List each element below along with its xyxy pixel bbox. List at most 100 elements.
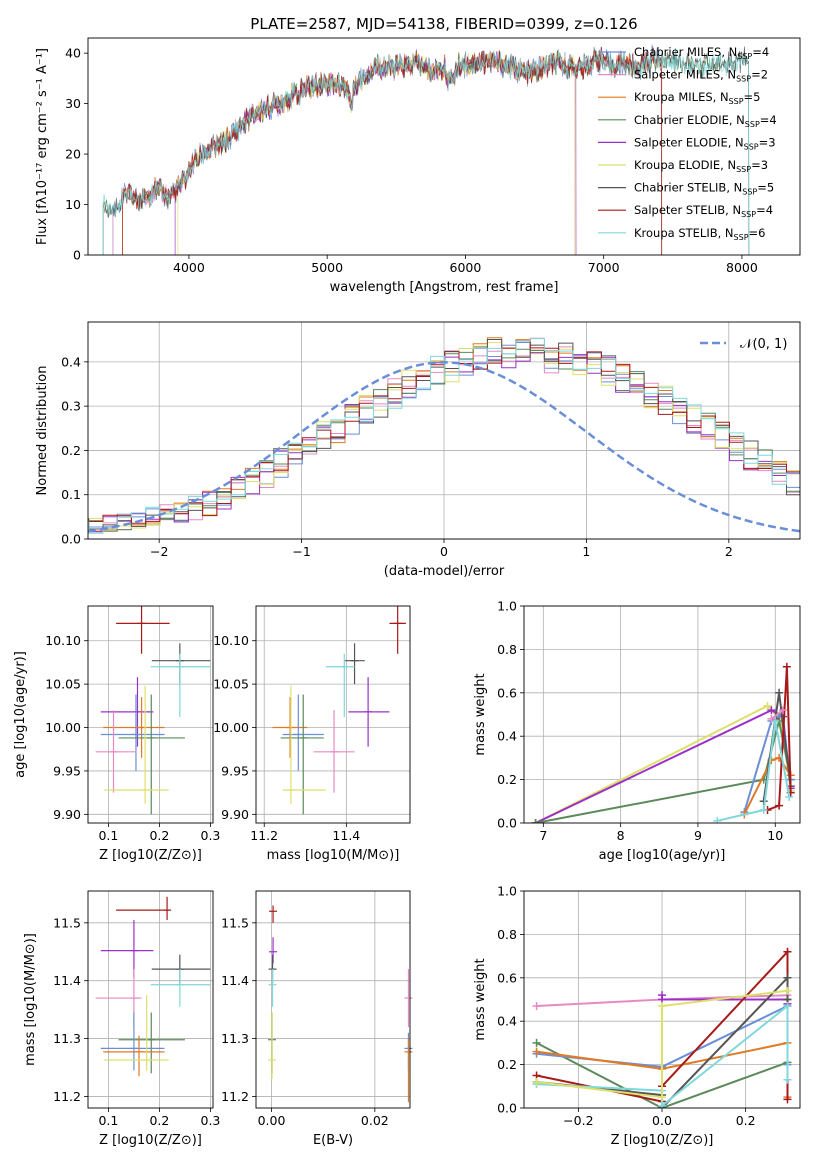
weight-point-marker [531,819,540,823]
histogram-step [88,339,800,530]
x-tick-label: 1 [582,544,590,559]
weight-point-marker [532,1047,541,1056]
x-tick-label: 0.02 [361,1113,389,1128]
y-tick-label: 11.4 [221,973,249,988]
y-tick-label: 0.4 [497,1014,517,1029]
spectrum-series-line [177,50,575,255]
residual-histograms [88,337,800,534]
y-tick-label: 11.5 [53,915,81,930]
y-tick-label: 0.8 [497,642,517,657]
weight-point-marker [532,1038,541,1047]
x-tick-label: −2 [150,544,168,559]
x-tick-label: 11.4 [332,828,360,843]
x-axis-label: Z [log10(Z/Z⊙)] [611,1133,714,1148]
spectrum-axes: 4000 5000 6000 7000 8000 0 10 20 30 40 wavelength … [35,46,758,295]
y-tick-label: 10.00 [213,720,249,735]
age-vs-Z-points [95,606,211,815]
x-tick-label: 0.2 [736,1113,756,1128]
legend-entry: Salpeter ELODIE, NSSP=3 [634,135,776,151]
x-axis-label: age [log10(age/yr)] [599,848,726,863]
y-axis-label: age [log10(age/yr)] [13,651,28,778]
x-axis-label: wavelength [Angstrom, rest frame] [330,280,559,295]
x-tick-label: 0.1 [98,1113,118,1128]
spectrum-series-line [122,46,663,255]
x-axis-label: mass [log10(M/M⊙)] [267,848,400,863]
weight-point-marker [767,706,776,715]
weight-point-marker [775,801,784,810]
weight-series-line [535,709,792,823]
legend-entry: Kroupa ELODIE, NSSP=3 [634,158,768,174]
y-tick-label: 9.90 [53,807,81,822]
plot-frame [255,890,411,1109]
y-tick-label: 0.2 [497,1057,517,1072]
y-tick-label: 0.0 [497,1101,517,1116]
x-tick-label: 0.1 [98,828,118,843]
residuals-axes: −2 −1 0 1 2 0.0 0.1 0.2 0.3 0.4 (data-model)/error… [35,322,800,579]
y-tick-label: 0.3 [61,399,81,414]
y-tick-label: 20 [65,147,81,162]
mass-vs-EBV-points [268,905,413,1103]
y-axis-label: mass weight [473,673,488,755]
x-tick-label: 0.0 [652,1113,672,1128]
weight-point-marker [767,714,776,723]
y-tick-label: 40 [65,46,81,61]
plot-frame [255,605,411,824]
y-tick-label: 10.10 [213,633,249,648]
weight-point-marker [763,701,772,710]
weight-point-marker [658,1002,666,1011]
x-tick-label: 9 [694,828,702,843]
legend-entry: Kroupa STELIB, NSSP=6 [634,226,765,242]
y-tick-label: 0.4 [61,354,81,369]
spectrum-lines [102,44,750,255]
histogram-step [88,338,800,534]
spectrum-series-line [174,50,577,255]
weight-series-line [536,989,788,1099]
y-axis-label: Flux [fλ10⁻¹⁷ erg cm⁻² s⁻¹ A⁻¹] [35,48,50,245]
y-tick-label: 0 [73,248,81,263]
y-tick-label: 10.05 [45,677,81,692]
legend-entry: Salpeter MILES, NSSP=2 [634,68,768,84]
weight-point-marker [713,816,722,823]
y-tick-label: 10.00 [45,720,81,735]
y-axis-label: mass [log10(M/M⊙)] [23,933,38,1066]
weight-series-line [770,709,784,720]
x-tick-label: 11.2 [250,828,278,843]
weight-point-marker [532,1002,541,1011]
x-tick-label: 8 [617,828,625,843]
y-tick-label: 1.0 [497,884,517,899]
x-axis-label: Z [log10(Z/Z⊙)] [99,1133,202,1148]
age-vs-Z-axes: 0.1 0.2 0.3 9.90 9.95 10.00 10.05 10.10 Z [log10… [13,606,220,863]
x-tick-label: 0.00 [258,1113,286,1128]
massweight-vs-Z-lines [532,947,792,1108]
x-tick-label: 0 [440,544,448,559]
weight-series-line [743,756,792,815]
y-tick-label: 0.2 [61,443,81,458]
age-vs-mass-points [272,606,406,815]
y-tick-label: 10.10 [45,633,81,648]
weight-series-line [717,720,791,822]
weight-point-marker [658,1101,666,1108]
y-tick-label: 0.1 [61,487,81,502]
plot-frame [87,37,801,256]
weight-point-marker [532,1077,541,1086]
x-tick-label: 5000 [311,260,343,275]
x-tick-label: 0.2 [149,1113,169,1128]
x-tick-label: 0.3 [201,1113,221,1128]
plot-frame [87,605,214,824]
weight-point-marker [783,947,792,956]
weight-point-marker [783,1095,792,1104]
y-tick-label: 10.05 [213,677,249,692]
weight-series-line [767,666,792,811]
legend-entry: Kroupa MILES, NSSP=5 [634,90,760,106]
y-tick-label: 1.0 [497,599,517,614]
x-tick-label: 7000 [588,260,620,275]
weight-point-marker [658,1093,666,1102]
y-tick-label: 9.95 [53,763,81,778]
x-tick-label: 0.2 [149,828,169,843]
y-tick-label: 11.3 [53,1031,81,1046]
x-tick-label: 6000 [450,260,482,275]
y-axis-label: Normed distribution [35,366,50,496]
massweight-vs-age-axes: 7 8 9 10 0.0 0.2 0.4 0.6 0.8 1.0 age [log10(age/yr… [473,599,800,863]
x-tick-label: −1 [292,544,310,559]
